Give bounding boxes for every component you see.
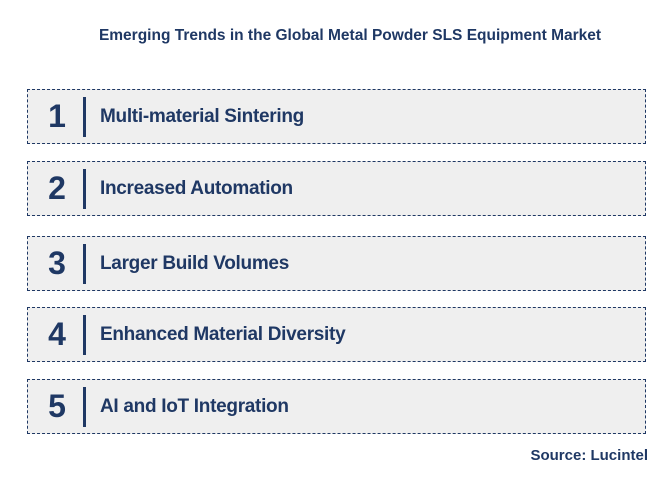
trend-item-2: 2 Increased Automation: [27, 161, 646, 216]
divider-bar: [83, 169, 86, 209]
trend-number: 3: [48, 245, 66, 281]
trend-number: 1: [48, 98, 66, 134]
trend-number: 5: [48, 388, 66, 424]
trend-number: 2: [48, 170, 66, 206]
source-note: Source: Lucintel: [530, 447, 648, 464]
divider-bar: [83, 315, 86, 355]
trend-label: Enhanced Material Diversity: [100, 323, 346, 345]
trend-label: AI and IoT Integration: [100, 395, 289, 417]
trend-label: Multi-material Sintering: [100, 105, 304, 127]
divider-bar: [83, 244, 86, 284]
trend-label: Larger Build Volumes: [100, 252, 289, 274]
divider-bar: [83, 387, 86, 427]
trend-item-4: 4 Enhanced Material Diversity: [27, 307, 646, 362]
divider-bar: [83, 97, 86, 137]
trend-number: 4: [48, 316, 66, 352]
trend-label: Increased Automation: [100, 177, 293, 199]
trend-item-3: 3 Larger Build Volumes: [27, 236, 646, 291]
trend-item-1: 1 Multi-material Sintering: [27, 89, 646, 144]
trend-item-5: 5 AI and IoT Integration: [27, 379, 646, 434]
page-title: Emerging Trends in the Global Metal Powd…: [98, 27, 602, 44]
